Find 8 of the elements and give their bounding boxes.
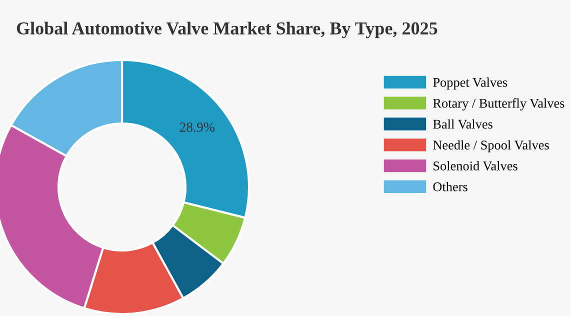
legend-label: Poppet Valves (433, 78, 508, 90)
legend-label: Ball Valves (433, 119, 492, 129)
chart-title: Global Automotive Valve Market Share, By Type, 2025 (16, 22, 438, 38)
legend-label: Solenoid Valves (434, 161, 518, 170)
legend-label: Needle / Spool Valves (433, 140, 549, 152)
legend-label: Others (433, 182, 468, 192)
legend-label: Rotary / Butterfly Valves (433, 98, 564, 110)
data-label: 28.9% (180, 122, 215, 132)
